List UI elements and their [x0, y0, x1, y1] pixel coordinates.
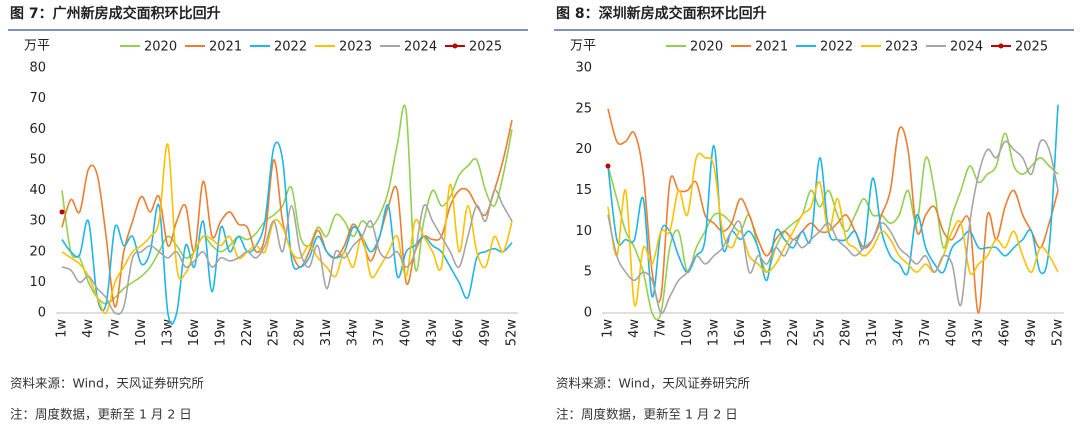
x-tick-label: 43w — [425, 319, 440, 347]
y-tick-label: 30 — [575, 61, 592, 76]
y-tick-label: 80 — [29, 61, 46, 76]
legend-label: 2020 — [144, 40, 177, 55]
x-tick-label: 16w — [733, 319, 748, 347]
x-tick-label: 40w — [945, 319, 960, 347]
x-tick-label: 34w — [892, 319, 907, 347]
series-line — [61, 189, 513, 315]
y-unit: 万平 — [24, 39, 50, 54]
y-tick-label: 5 — [584, 265, 592, 280]
legend-label: 2024 — [404, 40, 437, 55]
x-tick-label: 13w — [160, 319, 175, 347]
x-tick-label: 52w — [1051, 319, 1066, 347]
x-tick-label: 19w — [759, 319, 774, 347]
x-tick-label: 25w — [266, 319, 281, 347]
x-tick-label: 43w — [971, 319, 986, 347]
x-tick-label: 1w — [601, 319, 616, 338]
legend-marker — [998, 43, 1004, 49]
legend-label: 2020 — [690, 40, 723, 55]
x-tick-label: 1w — [55, 319, 70, 338]
y-tick-label: 20 — [575, 142, 592, 157]
y-tick-label: 60 — [29, 122, 46, 137]
x-tick-label: 40w — [399, 319, 414, 347]
series-line — [61, 104, 513, 305]
series-line — [607, 104, 1059, 298]
data-point — [605, 163, 611, 169]
chart-title: 图 8：深圳新房成交面积环比回升 — [556, 5, 767, 22]
y-tick-label: 40 — [29, 183, 46, 198]
x-tick-label: 46w — [998, 319, 1013, 347]
y-tick-label: 25 — [575, 101, 592, 116]
x-tick-label: 4w — [627, 319, 642, 338]
x-tick-label: 37w — [918, 319, 933, 347]
note: 注：周度数据，更新至 1 月 2 日 — [10, 407, 192, 422]
y-tick-label: 0 — [584, 306, 592, 321]
x-tick-label: 16w — [187, 319, 202, 347]
x-tick-label: 28w — [293, 319, 308, 347]
x-tick-label: 22w — [240, 319, 255, 347]
x-tick-label: 4w — [81, 319, 96, 338]
y-tick-label: 70 — [29, 91, 46, 106]
series-line — [61, 141, 513, 325]
y-tick-label: 20 — [29, 244, 46, 259]
x-tick-label: 31w — [319, 319, 334, 347]
y-tick-label: 10 — [29, 275, 46, 290]
x-tick-label: 37w — [372, 319, 387, 347]
series-line — [607, 132, 1059, 321]
y-tick-label: 50 — [29, 152, 46, 167]
legend-label: 2022 — [820, 40, 853, 55]
legend-label: 2025 — [469, 40, 502, 55]
legend-marker — [452, 43, 458, 49]
x-tick-label: 34w — [346, 319, 361, 347]
chart-title: 图 7：广州新房成交面积环比回升 — [10, 5, 221, 22]
legend-label: 2023 — [339, 40, 372, 55]
legend-label: 2021 — [755, 40, 788, 55]
x-tick-label: 52w — [505, 319, 520, 347]
x-tick-label: 10w — [680, 319, 695, 347]
source: 资料来源：Wind，天风证券研究所 — [10, 376, 204, 391]
data-point — [59, 209, 65, 215]
x-tick-label: 10w — [134, 319, 149, 347]
x-tick-label: 13w — [706, 319, 721, 347]
legend-label: 2023 — [885, 40, 918, 55]
x-tick-label: 31w — [865, 319, 880, 347]
source: 资料来源：Wind，天风证券研究所 — [556, 376, 750, 391]
x-tick-label: 19w — [213, 319, 228, 347]
series-line — [607, 152, 1059, 307]
x-tick-label: 49w — [478, 319, 493, 347]
y-unit: 万平 — [570, 39, 596, 54]
x-tick-label: 7w — [107, 319, 122, 338]
x-tick-label: 22w — [786, 319, 801, 347]
x-tick-label: 7w — [653, 319, 668, 338]
note: 注：周度数据，更新至 1 月 2 日 — [556, 407, 738, 422]
x-tick-label: 49w — [1024, 319, 1039, 347]
y-tick-label: 0 — [38, 306, 46, 321]
y-tick-label: 15 — [575, 183, 592, 198]
legend-label: 2022 — [274, 40, 307, 55]
x-tick-label: 25w — [812, 319, 827, 347]
x-tick-label: 28w — [839, 319, 854, 347]
legend-label: 2025 — [1015, 40, 1048, 55]
y-tick-label: 30 — [29, 214, 46, 229]
legend-label: 2021 — [209, 40, 242, 55]
y-tick-label: 10 — [575, 224, 592, 239]
legend-label: 2024 — [950, 40, 983, 55]
x-tick-label: 46w — [452, 319, 467, 347]
series-line — [607, 139, 1059, 315]
